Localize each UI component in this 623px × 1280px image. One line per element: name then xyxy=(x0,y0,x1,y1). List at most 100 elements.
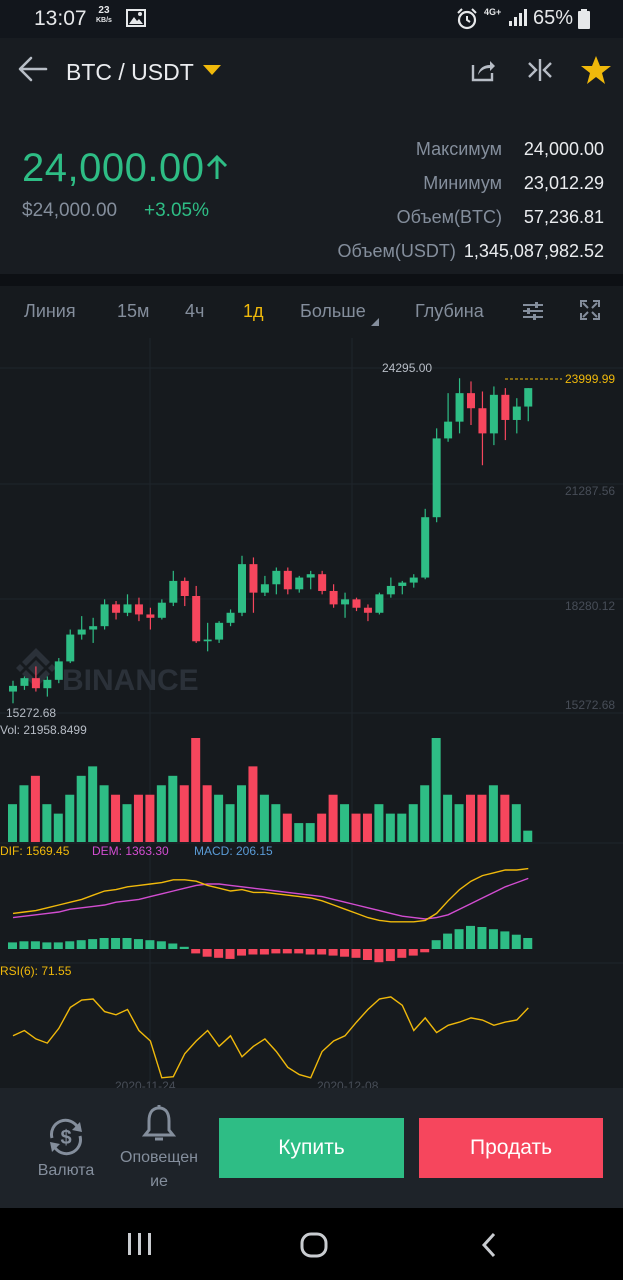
candle-body xyxy=(432,438,441,518)
favorite-star-icon[interactable] xyxy=(580,55,612,85)
macd-histogram-bar xyxy=(305,949,315,955)
network-type: 4G+ xyxy=(484,7,502,17)
volume-bar xyxy=(237,785,246,842)
date-axis-label: 2020-11-24 xyxy=(115,1079,176,1088)
macd-histogram-bar xyxy=(8,942,17,949)
ticker-stats: Максимум 24,000.00 Минимум 23,012.29 Объ… xyxy=(304,132,604,268)
macd-histogram-bar xyxy=(145,940,155,949)
volume-bar xyxy=(294,823,304,842)
stat-value: 24,000.00 xyxy=(523,138,604,159)
stat-label: Объем(BTC) xyxy=(396,206,502,227)
candle-body xyxy=(524,388,533,407)
macd-histogram-bar xyxy=(523,938,533,949)
recent-apps-icon[interactable] xyxy=(127,1232,153,1256)
macd-histogram-bar xyxy=(248,949,258,955)
pair-dropdown-caret-icon[interactable] xyxy=(203,65,221,75)
buy-button[interactable]: Купить xyxy=(219,1118,404,1178)
stat-volume-btc: Объем(BTC) 57,236.81 xyxy=(304,200,604,234)
share-icon[interactable] xyxy=(470,57,496,83)
stat-label: Минимум xyxy=(423,172,502,193)
volume-bar xyxy=(133,794,143,842)
settings-sliders-icon[interactable] xyxy=(522,300,544,322)
price-axis-label: 18280.12 xyxy=(565,599,615,613)
macd-histogram-bar xyxy=(397,949,407,958)
macd-histogram-bar xyxy=(271,949,281,954)
candle-body xyxy=(43,679,52,689)
volume-bar xyxy=(76,775,86,842)
fullscreen-icon[interactable] xyxy=(580,300,600,320)
volume-bar xyxy=(454,804,464,842)
candle-body xyxy=(77,629,86,635)
macd-dif-line xyxy=(12,867,529,923)
macd-histogram-bar xyxy=(202,949,212,957)
header: BTC / USDT xyxy=(0,38,623,104)
tab-15m[interactable]: 15м xyxy=(117,301,150,321)
candle-body xyxy=(272,570,281,585)
volume-bar xyxy=(259,794,269,842)
back-nav-icon[interactable] xyxy=(480,1232,498,1258)
rsi-line xyxy=(12,996,529,1079)
min-price-label: 15272.68 xyxy=(6,706,56,720)
candle-body xyxy=(398,582,407,586)
alerts-button[interactable]: Оповещен ие xyxy=(114,1104,204,1194)
volume-bar xyxy=(156,785,166,842)
candle-body xyxy=(478,408,487,434)
macd-histogram-bar xyxy=(454,929,464,949)
candle-body xyxy=(157,602,166,618)
tab-depth[interactable]: Глубина xyxy=(415,301,484,321)
stat-value: 23,012.29 xyxy=(523,172,604,193)
price-chart[interactable]: BINANCE 23999.99 24295.00 21287.56 18280… xyxy=(0,338,623,1088)
ticker-panel: 24,000.00 $24,000.00 +3.05% Максимум 24,… xyxy=(0,104,623,274)
candlestick-chart-svg[interactable]: BINANCE 23999.99 24295.00 21287.56 18280… xyxy=(0,338,623,1088)
candle-body xyxy=(489,394,498,434)
candle-body xyxy=(249,564,258,593)
volume-bar xyxy=(53,813,63,842)
macd-histogram-bar xyxy=(53,942,63,949)
candle-body xyxy=(329,590,338,605)
macd-histogram-bar xyxy=(214,949,224,958)
volume-bar xyxy=(488,785,498,842)
trade-action-bar: $ Валюта Оповещен ие Купить Продать xyxy=(0,1088,623,1208)
macd-histogram-bar xyxy=(111,938,121,949)
volume-bar xyxy=(111,794,121,842)
candle-body xyxy=(352,599,361,608)
macd-value-label: MACD: 206.15 xyxy=(194,844,273,858)
macd-histogram-bar xyxy=(294,949,304,954)
macd-histogram-bar xyxy=(420,949,430,953)
back-arrow-icon[interactable] xyxy=(18,56,48,82)
candle-body xyxy=(89,626,98,630)
currency-button[interactable]: $ Валюта xyxy=(32,1118,100,1180)
tab-1d[interactable]: 1д xyxy=(243,301,264,321)
macd-histogram-bar xyxy=(122,938,132,949)
currency-exchange-icon: $ xyxy=(50,1118,82,1156)
candle-body xyxy=(203,639,212,642)
candle-body xyxy=(444,421,453,439)
macd-histogram-bar xyxy=(500,931,510,949)
macd-histogram-bar xyxy=(408,949,418,956)
battery-percent: 65% xyxy=(533,7,574,29)
macd-histogram-bar xyxy=(88,939,98,949)
svg-text:$: $ xyxy=(60,1127,71,1149)
compare-icon[interactable] xyxy=(526,57,554,83)
volume-bar xyxy=(523,830,533,842)
stat-value: 57,236.81 xyxy=(523,206,604,227)
tab-line[interactable]: Линия xyxy=(24,301,76,321)
macd-dem-label: DEM: 1363.30 xyxy=(92,844,169,858)
sell-button[interactable]: Продать xyxy=(419,1118,603,1178)
home-icon[interactable] xyxy=(300,1232,328,1258)
macd-histogram-bar xyxy=(385,949,395,962)
rsi-panel xyxy=(12,996,529,1079)
macd-panel xyxy=(8,867,533,963)
macd-histogram-bar xyxy=(76,940,86,949)
trading-pair-title[interactable]: BTC / USDT xyxy=(66,59,194,85)
volume-bar xyxy=(248,766,258,842)
binance-watermark: BINANCE xyxy=(62,664,199,697)
stat-value: 1,345,087,982.52 xyxy=(463,240,604,261)
macd-histogram-bar xyxy=(466,925,475,949)
candle-body xyxy=(318,574,327,591)
candle-body xyxy=(283,570,292,590)
price-up-arrow-icon xyxy=(206,154,228,179)
tab-more[interactable]: Больше xyxy=(300,301,366,321)
candle-body xyxy=(31,678,40,689)
tab-4h[interactable]: 4ч xyxy=(185,301,205,321)
